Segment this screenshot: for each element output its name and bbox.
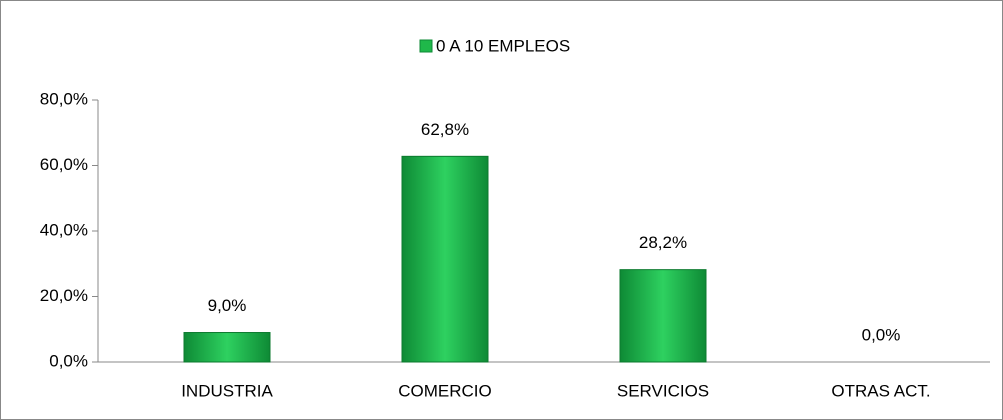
bar bbox=[401, 155, 489, 363]
x-tick-label: SERVICIOS bbox=[617, 381, 709, 400]
data-label: 28,2% bbox=[639, 233, 687, 252]
bar bbox=[183, 332, 271, 363]
y-tick-label: 40,0% bbox=[40, 220, 88, 239]
legend-swatch bbox=[419, 39, 433, 53]
x-tick-label: COMERCIO bbox=[398, 381, 492, 400]
data-label: 62,8% bbox=[421, 120, 469, 139]
y-tick-label: 20,0% bbox=[40, 286, 88, 305]
y-tick-label: 60,0% bbox=[40, 155, 88, 174]
y-tick-label: 0,0% bbox=[49, 351, 88, 370]
legend-label: 0 A 10 EMPLEOS bbox=[436, 36, 570, 55]
x-tick-label: OTRAS ACT. bbox=[831, 381, 930, 400]
data-label: 0,0% bbox=[862, 325, 901, 344]
bar bbox=[619, 269, 707, 363]
y-tick-label: 80,0% bbox=[40, 89, 88, 108]
x-tick-label: INDUSTRIA bbox=[181, 381, 273, 400]
data-label: 9,0% bbox=[208, 296, 247, 315]
